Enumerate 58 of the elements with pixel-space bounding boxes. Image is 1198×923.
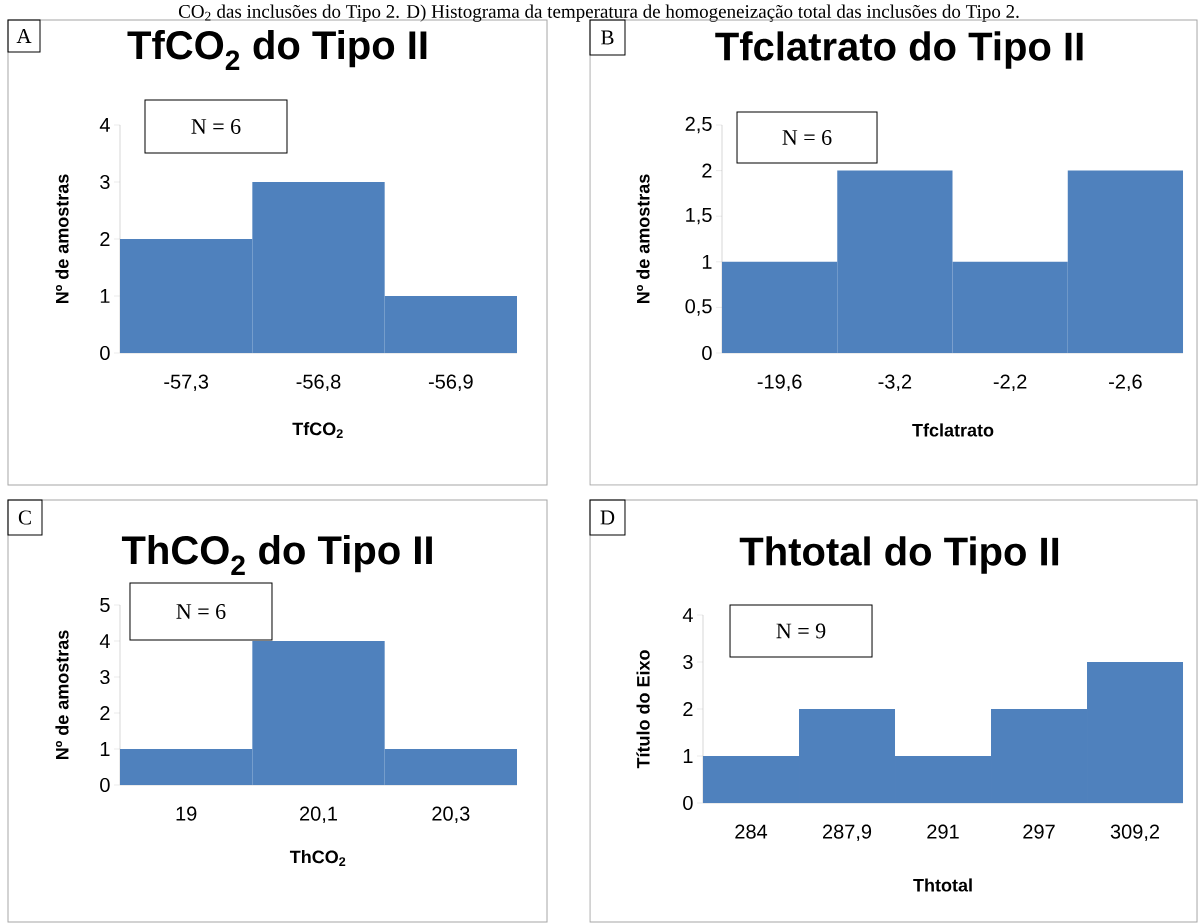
y-tick-label: 0 [100,345,110,361]
x-tick-label: -56,8 [296,374,341,392]
y-tick-label: 0 [683,795,693,811]
annotation: N = 9 [776,623,826,639]
x-axis-title: Thtotal [913,878,972,892]
x-tick-label: -56,9 [428,374,473,392]
y-tick-label: 1 [100,742,110,756]
y-tick-label: 3 [683,654,693,670]
annotation: N = 6 [191,119,241,134]
x-axis-title: Tfclatrato [912,423,994,437]
y-tick-label: 3 [100,174,110,190]
annotation: N = 6 [782,130,832,145]
y-tick-label: 2 [702,163,712,178]
x-axis-title: ThCO$_{2}$ [289,850,346,866]
x-tick-label: -19,6 [757,374,802,392]
y-tick-label: 0,5 [685,299,712,316]
y-tick-label: 4 [682,608,693,622]
x-tick-label: 19 [176,806,197,821]
y-tick-label: 2,5 [685,116,712,134]
y-tick-label: 1,5 [686,208,712,225]
y-tick-label: 2 [100,232,110,246]
x-tick-label: 297 [1023,824,1055,839]
chart-title: Tfclatrato do Tipo II [715,31,1083,69]
chart-title: Thtotal do Tipo II [739,536,1059,574]
y-tick-label: 4 [99,118,110,132]
y-axis-title: Nº de amostras [55,174,69,304]
y-axis-title: Título do Eixo [636,650,650,769]
x-tick-label: 20,1 [300,806,337,824]
x-tick-label: -57,3 [164,374,209,392]
x-tick-label: 287,9 [822,824,872,842]
x-tick-label: -3,2 [878,374,912,392]
y-tick-label: 1 [702,254,712,269]
x-tick-label: 291 [927,824,959,839]
x-tick-label: 309,2 [1110,824,1160,842]
y-tick-label: 5 [100,598,110,612]
chart-title: ThCO$_{2}$ do Tipo II [121,535,432,575]
y-tick-label: 2 [100,706,110,720]
y-axis-title: Nº de amostras [55,630,69,760]
y-tick-label: 4 [99,634,110,648]
x-tick-label: -2,6 [1109,374,1142,392]
y-tick-label: 3 [100,669,110,685]
y-axis-title: Nº de amostras [636,174,650,304]
chart-title: TfCO$_{2}$ do Tipo II [127,30,427,70]
annotation: N = 6 [176,604,226,619]
x-tick-label: 284 [735,824,768,839]
y-tick-label: 1 [100,289,110,303]
text: A [16,29,32,43]
y-tick-label: 0 [100,777,110,793]
text: CO$_{2}$ das inclusões do Tipo 2. D) Histograma da temperatura de homogeneização total das inclusões do Tipo 2. [178,4,1019,22]
text: C [18,510,31,525]
y-tick-label: 0 [702,345,712,361]
x-axis-title: TfCO$_{2}$ [292,422,343,438]
y-tick-label: 2 [683,702,693,716]
y-tick-label: 1 [683,749,693,763]
text: B [601,30,614,45]
x-tick-label: -2,2 [993,374,1027,392]
x-tick-label: 20,3 [432,806,470,824]
text: D [600,510,615,525]
